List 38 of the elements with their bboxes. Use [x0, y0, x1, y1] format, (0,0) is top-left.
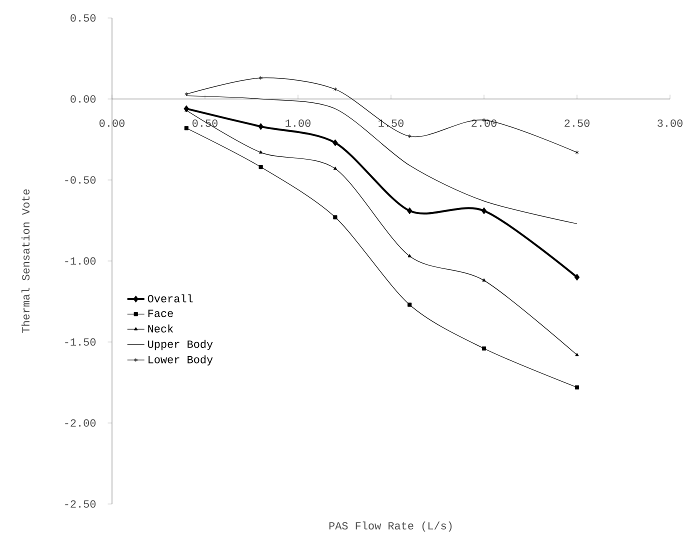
point: [482, 278, 486, 282]
x-axis-title: PAS Flow Rate (L/s): [329, 521, 452, 532]
point: [333, 215, 338, 220]
x-tick-label: 3.00: [658, 119, 682, 127]
point: [259, 150, 263, 154]
point: [406, 207, 412, 214]
point: [258, 164, 263, 170]
y-tick-label: -2.00: [65, 419, 96, 427]
point: [333, 166, 338, 170]
point: [481, 207, 487, 214]
y-tick-label: 0.50: [70, 14, 96, 22]
point: [575, 352, 579, 356]
x-tick-label: 2.50: [564, 119, 590, 127]
point: [332, 139, 338, 146]
point: [259, 76, 263, 80]
point: [408, 302, 412, 307]
y-tick-label: -2.50: [65, 500, 96, 508]
legend-label: Upper Body: [148, 340, 213, 350]
point: [482, 346, 486, 351]
x-tick-label: 0.00: [100, 119, 124, 127]
y-tick-label: -0.50: [65, 176, 96, 184]
point: [408, 254, 412, 258]
point: [574, 385, 580, 390]
point: [258, 123, 264, 130]
y-tick-label: -1.50: [65, 338, 96, 346]
legend-label: Lower Body: [148, 355, 213, 366]
legend-label: Neck: [148, 324, 174, 332]
y-axis-title: Thermal Sensation Vote: [21, 189, 30, 333]
point: [574, 274, 580, 281]
x-tick-label: 2.00: [472, 119, 496, 127]
point: [408, 134, 412, 138]
legend-label: Face: [148, 310, 173, 318]
legend-label: Overall: [148, 294, 193, 302]
y-tick-label: 0.00: [70, 95, 96, 103]
point: [333, 87, 338, 92]
point: [184, 126, 188, 130]
y-tick-label: -1.00: [65, 257, 96, 265]
x-tick-label: 1.00: [286, 119, 310, 127]
